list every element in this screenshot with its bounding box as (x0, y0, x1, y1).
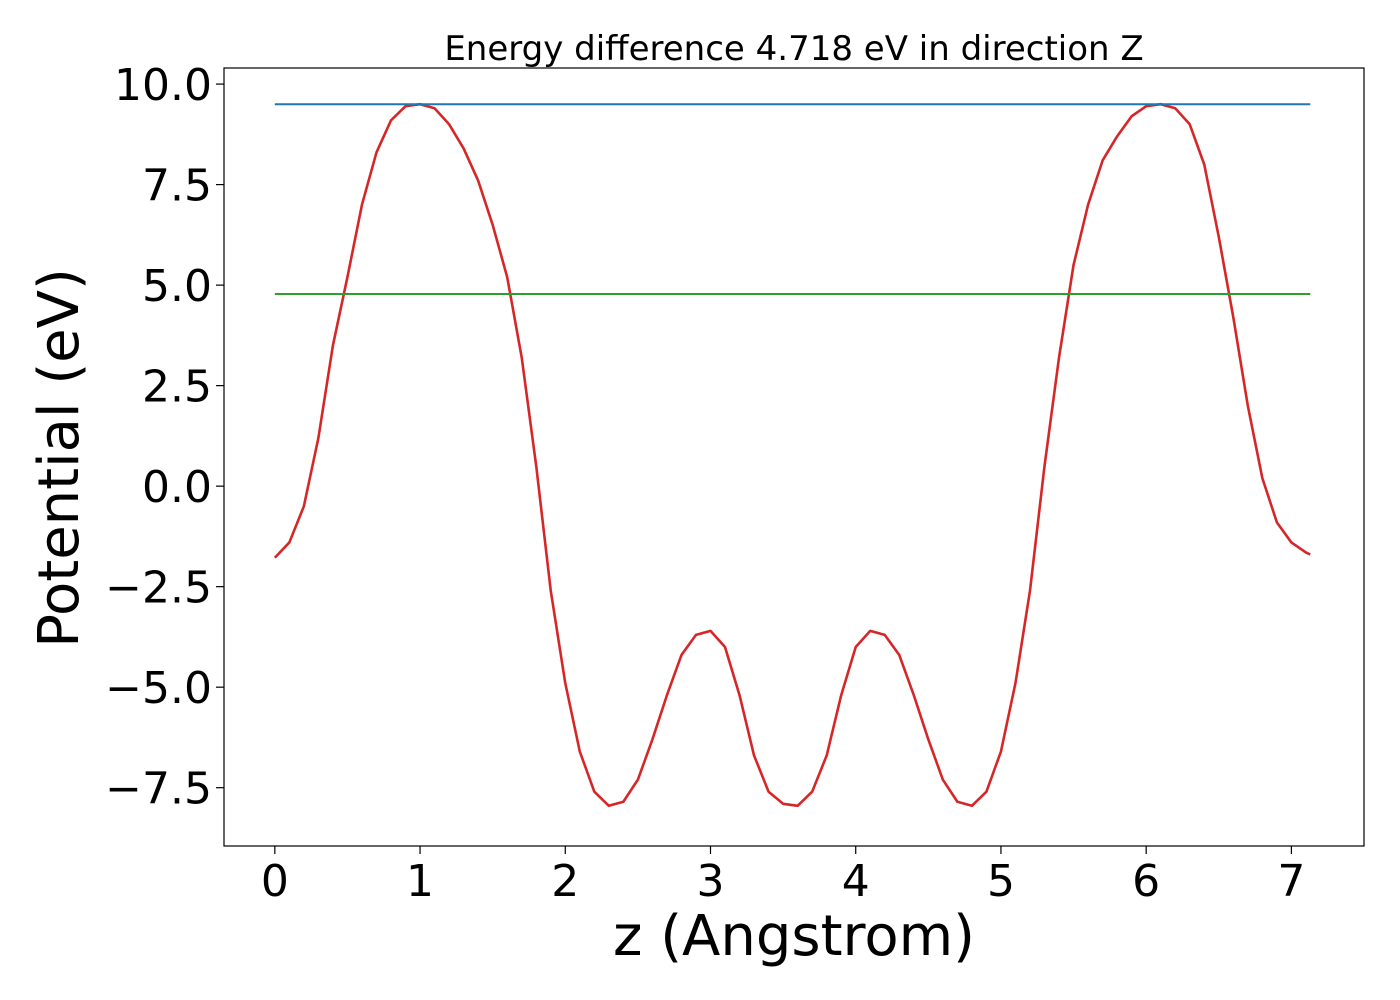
y-axis-label: Potential (eV) (27, 268, 92, 648)
x-axis-label: z (Angstrom) (613, 904, 975, 969)
y-tick-label: 0.0 (142, 462, 212, 513)
y-tick-label: −2.5 (105, 563, 212, 614)
y-tick-label: 7.5 (142, 161, 212, 212)
x-tick-label: 3 (696, 856, 724, 907)
y-tick-label: 5.0 (142, 261, 212, 312)
y-axis-ticks: 10.0 7.5 5.0 2.5 0.0 −2.5 −5.0 −7.5 (105, 60, 224, 815)
x-tick-label: 7 (1277, 856, 1305, 907)
x-tick-label: 2 (551, 856, 579, 907)
x-tick-label: 1 (406, 856, 434, 907)
x-tick-label: 4 (842, 856, 870, 907)
y-tick-label: −5.0 (105, 663, 212, 714)
x-axis-ticks: 0 1 2 3 4 5 6 7 (261, 846, 1305, 907)
x-tick-label: 6 (1132, 856, 1160, 907)
chart-title: Energy difference 4.718 eV in direction … (444, 29, 1143, 69)
y-tick-label: 2.5 (142, 362, 212, 413)
plot-area (273, 102, 1311, 808)
x-tick-label: 0 (261, 856, 289, 907)
y-tick-label: 10.0 (114, 60, 212, 111)
y-tick-label: −7.5 (105, 764, 212, 815)
series-line-0 (273, 102, 1311, 808)
x-tick-label: 5 (987, 856, 1015, 907)
plot-frame (223, 67, 1365, 847)
